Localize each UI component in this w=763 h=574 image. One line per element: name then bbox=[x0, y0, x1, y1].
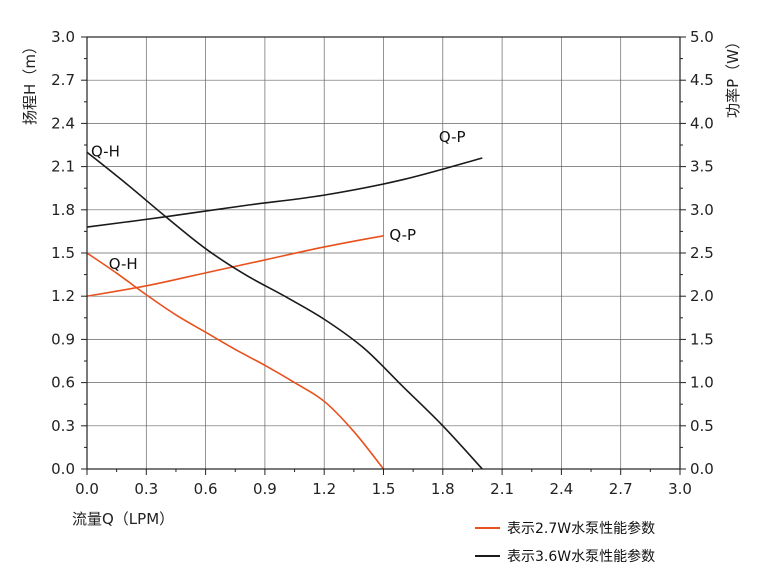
x-tick-label: 2.7 bbox=[609, 480, 633, 498]
y-right-tick-label: 5.0 bbox=[690, 28, 714, 46]
q-h-curve-3-6w bbox=[86, 151, 483, 470]
series-label: Q-P bbox=[389, 226, 416, 244]
y-right-tick-label: 3.0 bbox=[690, 201, 714, 219]
y-left-tick-label: 1.5 bbox=[51, 244, 75, 262]
y-left-tick-label: 1.2 bbox=[51, 287, 75, 305]
y-right-tick-label: 0.5 bbox=[690, 417, 714, 435]
y-right-tick-label: 2.5 bbox=[690, 244, 714, 262]
y-right-tick-label: 4.5 bbox=[690, 71, 714, 89]
y-left-tick-label: 0.6 bbox=[51, 374, 75, 392]
y-right-axis-title: 功率P（W） bbox=[724, 34, 742, 118]
ticks bbox=[81, 36, 686, 475]
y-right-tick-label: 1.0 bbox=[690, 374, 714, 392]
y-left-tick-label: 0.0 bbox=[51, 460, 75, 478]
q-p-curve-3-6w bbox=[86, 157, 483, 228]
x-tick-label: 1.5 bbox=[372, 480, 396, 498]
tick-labels: 0.0 0.3 0.6 0.9 1.2 1.5 1.8 2.1 2.4 2.7 3.0 0.0 0.3 0… bbox=[51, 28, 714, 498]
y-right-tick-label: 3.5 bbox=[690, 158, 714, 176]
grid bbox=[87, 37, 680, 469]
x-tick-label: 0.6 bbox=[194, 480, 218, 498]
x-tick-label: 3.0 bbox=[668, 480, 692, 498]
series-label: Q-P bbox=[439, 128, 466, 146]
x-tick-label: 0.9 bbox=[253, 480, 277, 498]
y-left-tick-label: 0.9 bbox=[51, 330, 75, 348]
legend-label-2-7w: 表示2.7W水泵性能参数 bbox=[507, 520, 655, 537]
y-left-tick-label: 2.1 bbox=[51, 158, 75, 176]
y-right-tick-label: 1.5 bbox=[690, 330, 714, 348]
series-label: Q-H bbox=[91, 143, 120, 161]
series-labels: Q-H Q-P Q-H Q-P bbox=[91, 128, 466, 273]
y-left-tick-label: 3.0 bbox=[51, 28, 75, 46]
y-right-tick-label: 0.0 bbox=[690, 460, 714, 478]
x-tick-label: 2.4 bbox=[549, 480, 573, 498]
y-left-tick-label: 0.3 bbox=[51, 417, 75, 435]
x-tick-label: 2.1 bbox=[490, 480, 514, 498]
series-label: Q-H bbox=[109, 255, 138, 273]
y-left-tick-label: 1.8 bbox=[51, 201, 75, 219]
q-p-curve-2-7w bbox=[86, 234, 384, 297]
y-left-tick-label: 2.4 bbox=[51, 114, 75, 132]
x-tick-label: 0.3 bbox=[134, 480, 158, 498]
curves bbox=[86, 151, 483, 470]
y-left-axis-title: 扬程H（m） bbox=[21, 39, 39, 125]
x-axis-title: 流量Q（LPM） bbox=[72, 510, 174, 528]
x-tick-label: 0.0 bbox=[75, 480, 99, 498]
y-left-tick-label: 2.7 bbox=[51, 71, 75, 89]
legend-label-3-6w: 表示3.6W水泵性能参数 bbox=[507, 548, 655, 565]
legend: 表示2.7W水泵性能参数 表示3.6W水泵性能参数 bbox=[475, 520, 655, 565]
y-right-tick-label: 2.0 bbox=[690, 287, 714, 305]
x-tick-label: 1.8 bbox=[431, 480, 455, 498]
q-h-curve-2-7w bbox=[86, 252, 385, 470]
x-tick-label: 1.2 bbox=[312, 480, 336, 498]
y-right-tick-label: 4.0 bbox=[690, 114, 714, 132]
